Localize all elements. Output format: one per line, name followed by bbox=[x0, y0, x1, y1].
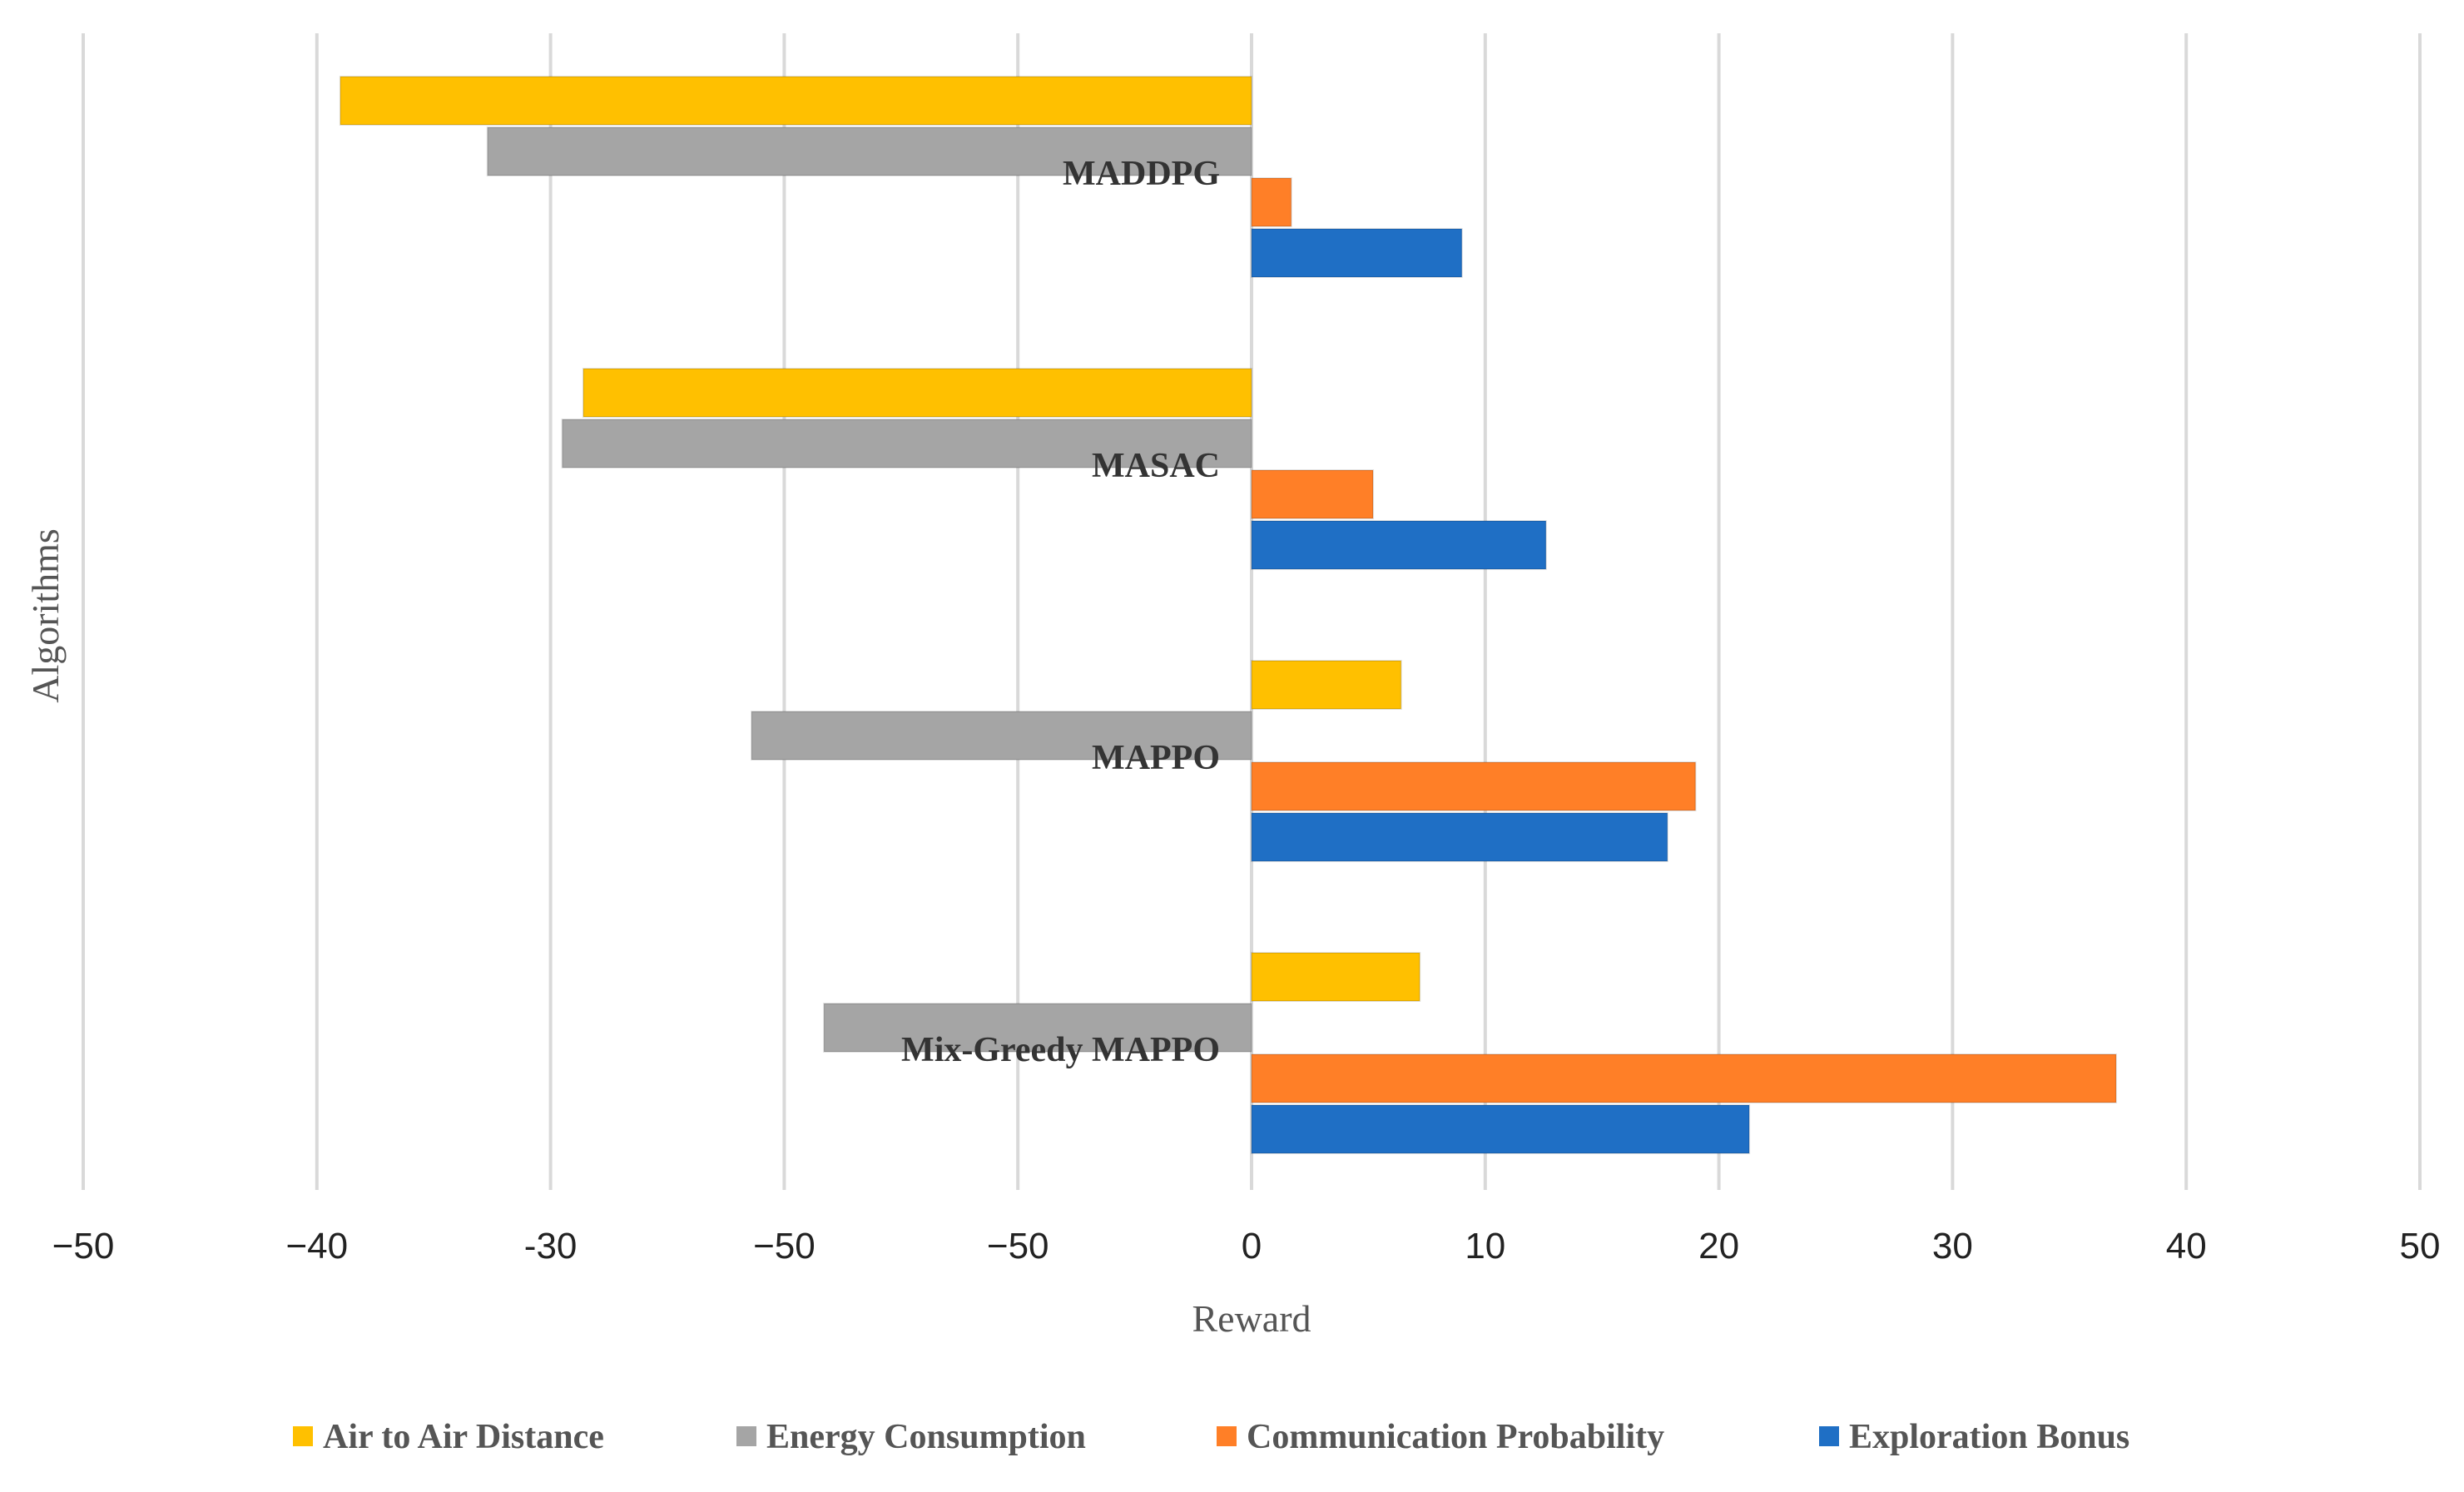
legend-label-energy-consumption: Energy Consumption bbox=[766, 1418, 1086, 1456]
x-tick-label: −50 bbox=[987, 1226, 1049, 1266]
bar-communication-probability-maddpg bbox=[1251, 177, 1292, 227]
bar-air-to-air-distance-masac bbox=[582, 368, 1252, 418]
bar-air-to-air-distance-mappo bbox=[1251, 660, 1402, 710]
bar-communication-probability-masac bbox=[1251, 469, 1375, 519]
category-label-mix-greedy-mappo: Mix-Greedy MAPPO bbox=[901, 1031, 1220, 1069]
x-tick-label: 30 bbox=[1932, 1226, 1973, 1266]
bar-exploration-bonus-mix-greedy-mappo bbox=[1251, 1104, 1751, 1154]
x-tick-label: 10 bbox=[1465, 1226, 1505, 1266]
bar-communication-probability-mix-greedy-mappo bbox=[1251, 1053, 2117, 1103]
bar-exploration-bonus-masac bbox=[1251, 520, 1547, 570]
bar-air-to-air-distance-mix-greedy-mappo bbox=[1251, 952, 1421, 1002]
x-tick-label: 40 bbox=[2166, 1226, 2207, 1266]
category-label-mappo: MAPPO bbox=[1092, 739, 1220, 777]
x-tick-label: −40 bbox=[285, 1226, 348, 1266]
x-tick-label: 0 bbox=[1242, 1226, 1262, 1266]
x-tick-label: 50 bbox=[2400, 1226, 2441, 1266]
legend-swatch-exploration-bonus bbox=[1819, 1426, 1839, 1446]
legend-swatch-communication-probability bbox=[1217, 1426, 1237, 1446]
x-tick-label: 20 bbox=[1698, 1226, 1739, 1266]
bar-air-to-air-distance-maddpg bbox=[339, 76, 1252, 126]
legend-label-communication-probability: Communication Probability bbox=[1247, 1418, 1664, 1456]
bar-communication-probability-mappo bbox=[1251, 761, 1697, 811]
x-tick-label: −50 bbox=[753, 1226, 816, 1266]
x-tick-label: −50 bbox=[52, 1226, 115, 1266]
bar-energy-consumption-mix-greedy-mappo bbox=[823, 1003, 1252, 1053]
bar-energy-consumption-mappo bbox=[751, 711, 1252, 761]
x-tick-label: -30 bbox=[524, 1226, 578, 1266]
category-label-maddpg: MADDPG bbox=[1063, 155, 1220, 193]
category-label-masac: MASAC bbox=[1092, 447, 1220, 485]
bar-exploration-bonus-mappo bbox=[1251, 812, 1668, 862]
legend-label-air-to-air-distance: Air to Air Distance bbox=[323, 1418, 604, 1456]
legend-swatch-energy-consumption bbox=[736, 1426, 756, 1446]
legend-swatch-air-to-air-distance bbox=[293, 1426, 313, 1446]
x-axis-title: Reward bbox=[1192, 1297, 1311, 1340]
x-axis-ticks: −50 −40 -30 −50 −50 0 10 20 30 40 50 bbox=[52, 1226, 2441, 1266]
bar-energy-consumption-maddpg bbox=[486, 126, 1252, 176]
y-axis-title: Algorithms bbox=[24, 528, 67, 703]
bar-exploration-bonus-maddpg bbox=[1251, 228, 1463, 278]
legend-label-exploration-bonus: Exploration Bonus bbox=[1849, 1418, 2129, 1456]
bar-energy-consumption-masac bbox=[561, 419, 1252, 468]
category-labels: MADDPG MASAC MAPPO Mix-Greedy MAPPO bbox=[901, 155, 1220, 1069]
bar-marks bbox=[339, 76, 2117, 1154]
legend: Air to Air Distance Energy Consumption Com… bbox=[293, 1418, 2129, 1456]
